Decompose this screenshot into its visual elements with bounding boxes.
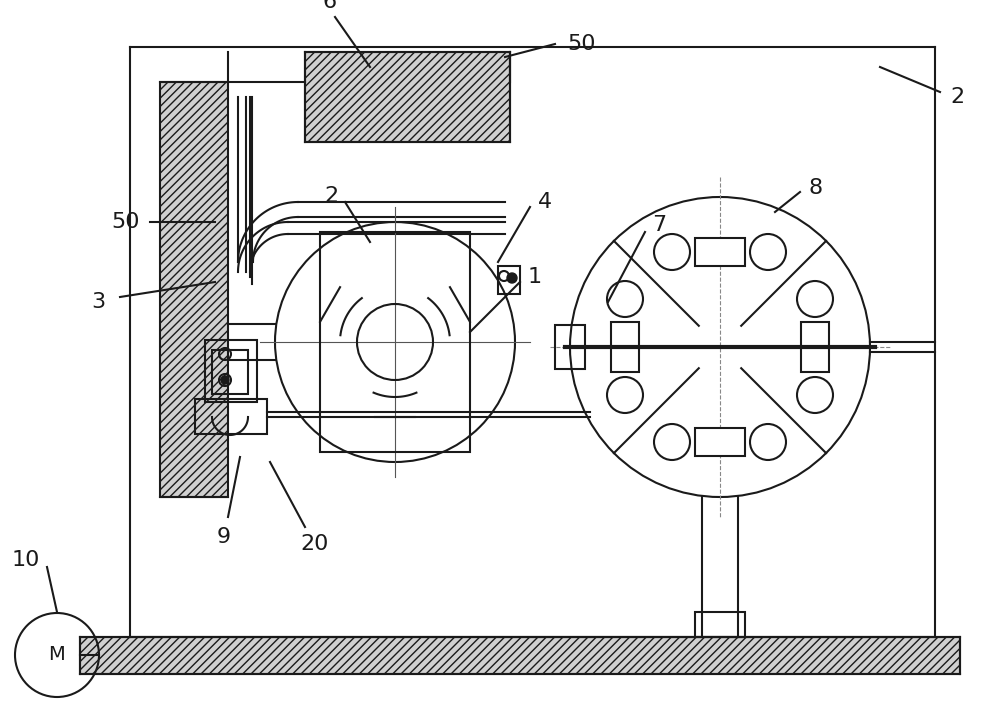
Bar [320,232,470,452]
Bar [498,266,520,294]
Bar [80,637,960,674]
Bar [195,399,267,434]
Text: 50: 50 [567,34,596,54]
Text: 3: 3 [91,292,105,312]
Text: 10: 10 [12,550,40,570]
Bar [801,322,829,372]
Bar [611,322,639,372]
Text: 4: 4 [538,192,552,212]
Text: 20: 20 [301,534,329,554]
Bar [205,340,257,402]
Text: 8: 8 [808,178,822,198]
Bar [695,238,745,266]
Circle shape [221,376,229,384]
Text: 2: 2 [324,186,338,206]
Text: M: M [49,646,65,664]
Text: 9: 9 [217,527,231,547]
Bar [305,52,510,142]
Bar [555,325,585,369]
Bar [212,350,248,394]
Bar [695,428,745,456]
Bar [695,612,745,637]
Circle shape [507,273,517,283]
Text: 50: 50 [112,212,140,232]
Text: 2: 2 [950,87,964,107]
Bar [160,82,228,497]
Text: 6: 6 [323,0,337,12]
Text: 7: 7 [652,215,666,235]
Text: 1: 1 [528,267,542,287]
